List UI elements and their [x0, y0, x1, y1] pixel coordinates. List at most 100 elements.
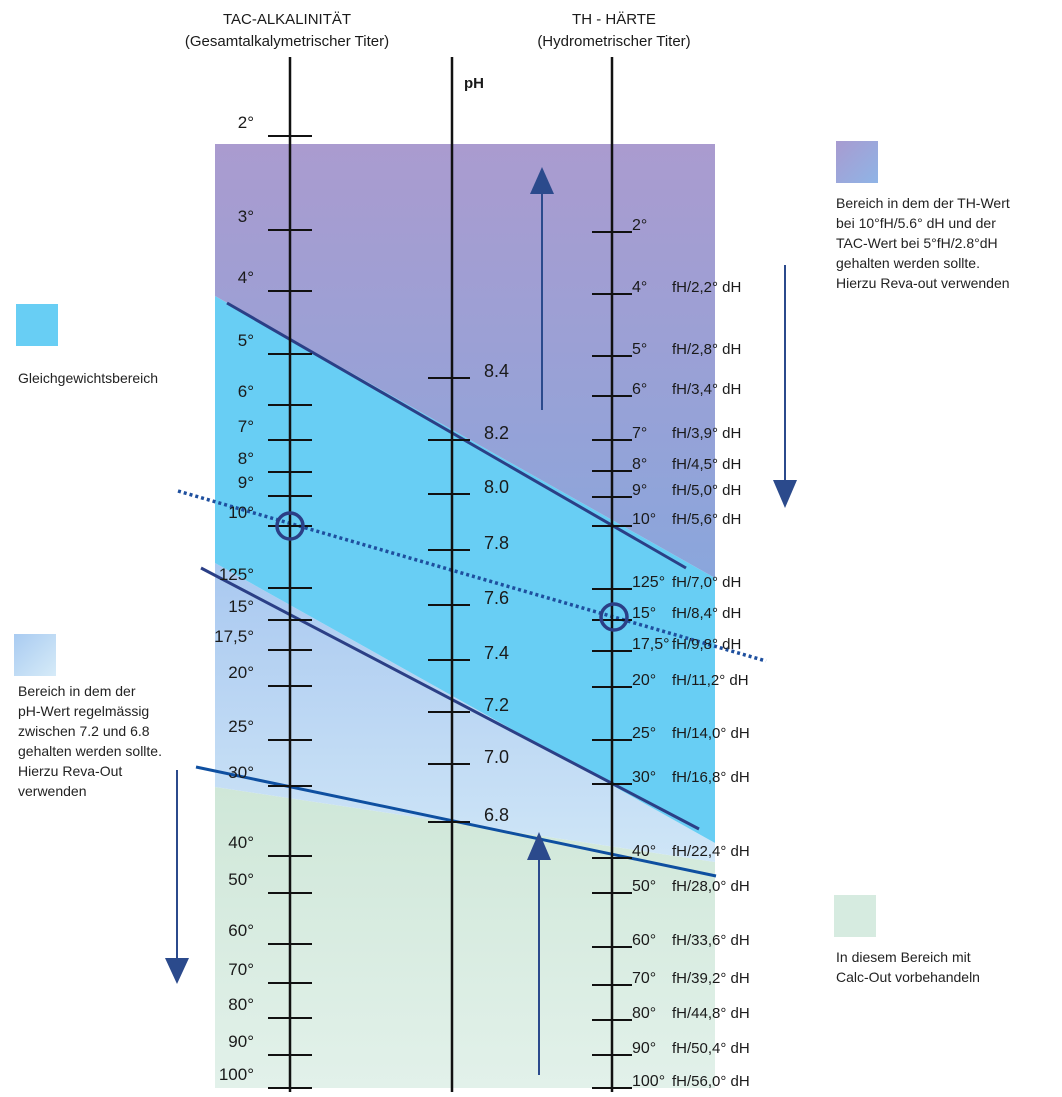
th-tick-label-fh: 17,5° — [632, 636, 670, 653]
th-tick-label-fh: 20° — [632, 672, 656, 689]
tac-tick-label: 90° — [228, 1032, 254, 1051]
legend-cyan-text: Gleichgewichtsbereich — [18, 370, 159, 386]
legend-green: In diesem Bereich mit Calc-Out vorbehand… — [836, 947, 980, 987]
th-tick-label-dh: fH/14,0° dH — [672, 725, 750, 742]
tac-tick-label: 2° — [238, 113, 254, 132]
tac-tick-label: 30° — [228, 763, 254, 782]
th-scale: 2° 4° fH/2,2° dH 5° fH/2,8° dH 6° fH/3,4° dH 7°… — [592, 217, 750, 1090]
th-tick-label-dh: fH/3,9° dH — [672, 425, 741, 442]
ph-tick-label: 8.0 — [484, 477, 509, 497]
tac-title: TAC-ALKALINITÄT — [223, 11, 351, 28]
ph-tick-label: 7.6 — [484, 588, 509, 608]
tac-tick-label: 25° — [228, 717, 254, 736]
ph-tick-label: 7.4 — [484, 643, 509, 663]
legend-swatch-green — [834, 895, 876, 937]
tac-tick-label: 20° — [228, 663, 254, 682]
arrow-down-left — [165, 770, 189, 984]
arrows — [165, 167, 797, 1075]
ph-title: pH — [464, 75, 484, 92]
tac-tick-label: 50° — [228, 870, 254, 889]
tac-tick-label: 125° — [219, 565, 254, 584]
th-tick-label-dh: fH/3,4° dH — [672, 381, 741, 398]
ph-tick-label: 7.8 — [484, 533, 509, 553]
tac-tick-label: 17,5° — [214, 627, 254, 646]
tac-tick-label: 40° — [228, 833, 254, 852]
ph-tick-label: 8.4 — [484, 361, 509, 381]
th-tick-label-fh: 40° — [632, 843, 656, 860]
th-tick-label-dh: fH/4,5° dH — [672, 456, 741, 473]
tac-subtitle: (Gesamtalkalymetrischer Titer) — [185, 33, 389, 50]
th-tick-label-fh: 60° — [632, 932, 656, 949]
legend-lightblue-text: Bereich in dem der pH-Wert regelmässig z… — [18, 683, 162, 799]
tac-tick-label: 8° — [238, 449, 254, 468]
th-tick-label-dh: fH/7,0° dH — [672, 574, 741, 591]
th-tick-label-dh: fH/33,6° dH — [672, 932, 750, 949]
ph-scale: 8.4 8.2 8.0 7.8 7.6 7.4 7.2 7.0 6.8 — [428, 361, 509, 825]
tac-scale: 2° 3° 4° 5° 6° 7° 8° 9° 10° 125° 15° 17,5° 20° 25° 30°… — [214, 113, 312, 1089]
th-title: TH - HÄRTE — [572, 11, 656, 28]
upper-boundary-line — [226, 301, 687, 570]
tac-tick-label: 3° — [238, 207, 254, 226]
legend-cyan: Gleichgewichtsbereich — [18, 368, 158, 388]
ph-tick-label: 6.8 — [484, 805, 509, 825]
arrow-up-green — [527, 832, 551, 1075]
region-cyan-equilibrium — [215, 296, 715, 843]
th-tick-label-dh: fH/56,0° dH — [672, 1073, 750, 1090]
th-tick-label-fh: 30° — [632, 769, 656, 786]
th-tick-label-fh: 25° — [632, 725, 656, 742]
th-tick-label-fh: 7° — [632, 425, 647, 442]
th-tick-label-dh: fH/8,4° dH — [672, 605, 741, 622]
th-tick-label-fh: 15° — [632, 605, 656, 622]
th-tick-label-fh: 6° — [632, 381, 647, 398]
tac-tick-label: 6° — [238, 382, 254, 401]
legend-green-text: In diesem Bereich mit Calc-Out vorbehand… — [836, 949, 980, 985]
th-tick-label-fh: 100° — [632, 1073, 665, 1090]
th-tick-label-fh: 4° — [632, 279, 647, 296]
tac-tick-label: 10° — [228, 503, 254, 522]
tac-marker-circle — [275, 511, 305, 541]
legend-swatch-purple — [836, 141, 878, 183]
tac-tick-label: 100° — [219, 1065, 254, 1084]
tac-tick-label: 5° — [238, 331, 254, 350]
dotted-example-line — [177, 489, 767, 663]
tac-tick-label: 60° — [228, 921, 254, 940]
th-subtitle: (Hydrometrischer Titer) — [537, 33, 690, 50]
region-purple-th-tac — [215, 144, 715, 578]
th-tick-label-dh: fH/2,8° dH — [672, 341, 741, 358]
th-tick-label-dh: fH/44,8° dH — [672, 1005, 750, 1022]
th-tick-label-fh: 5° — [632, 341, 647, 358]
regions — [215, 144, 715, 1088]
th-marker-circle — [599, 602, 629, 632]
legend-purple: Bereich in dem der TH-Wert bei 10°fH/5.6… — [836, 193, 1010, 293]
th-tick-label-dh: fH/22,4° dH — [672, 843, 750, 860]
th-tick-label-fh: 70° — [632, 970, 656, 987]
th-tick-label-dh: fH/28,0° dH — [672, 878, 750, 895]
arrow-down-right — [773, 265, 797, 508]
ph-tick-label: 7.0 — [484, 747, 509, 767]
ph-tick-label: 7.2 — [484, 695, 509, 715]
arrow-up-purple — [530, 167, 554, 410]
th-tick-label-fh: 10° — [632, 511, 656, 528]
th-tick-label-fh: 80° — [632, 1005, 656, 1022]
th-tick-label-dh: fH/5,0° dH — [672, 482, 741, 499]
middle-boundary-line — [200, 566, 700, 831]
th-tick-label-dh: fH/50,4° dH — [672, 1040, 750, 1057]
th-tick-label-dh: fH/2,2° dH — [672, 279, 741, 296]
tac-tick-label: 9° — [238, 473, 254, 492]
tac-tick-label: 70° — [228, 960, 254, 979]
th-tick-label-fh: 90° — [632, 1040, 656, 1057]
region-green-calc-out — [215, 787, 715, 1088]
legend-swatch-cyan — [16, 304, 58, 346]
th-tick-label-fh: 50° — [632, 878, 656, 895]
legend-swatch-lightblue — [14, 634, 56, 676]
th-tick-label-fh: 8° — [632, 456, 647, 473]
th-tick-label-dh: fH/39,2° dH — [672, 970, 750, 987]
tac-tick-label: 4° — [238, 268, 254, 287]
th-tick-label-dh: fH/16,8° dH — [672, 769, 750, 786]
ph-tick-label: 8.2 — [484, 423, 509, 443]
tac-tick-label: 80° — [228, 995, 254, 1014]
tac-tick-label: 7° — [238, 417, 254, 436]
tac-tick-label: 15° — [228, 597, 254, 616]
th-tick-label-dh: fH/11,2° dH — [672, 672, 749, 689]
